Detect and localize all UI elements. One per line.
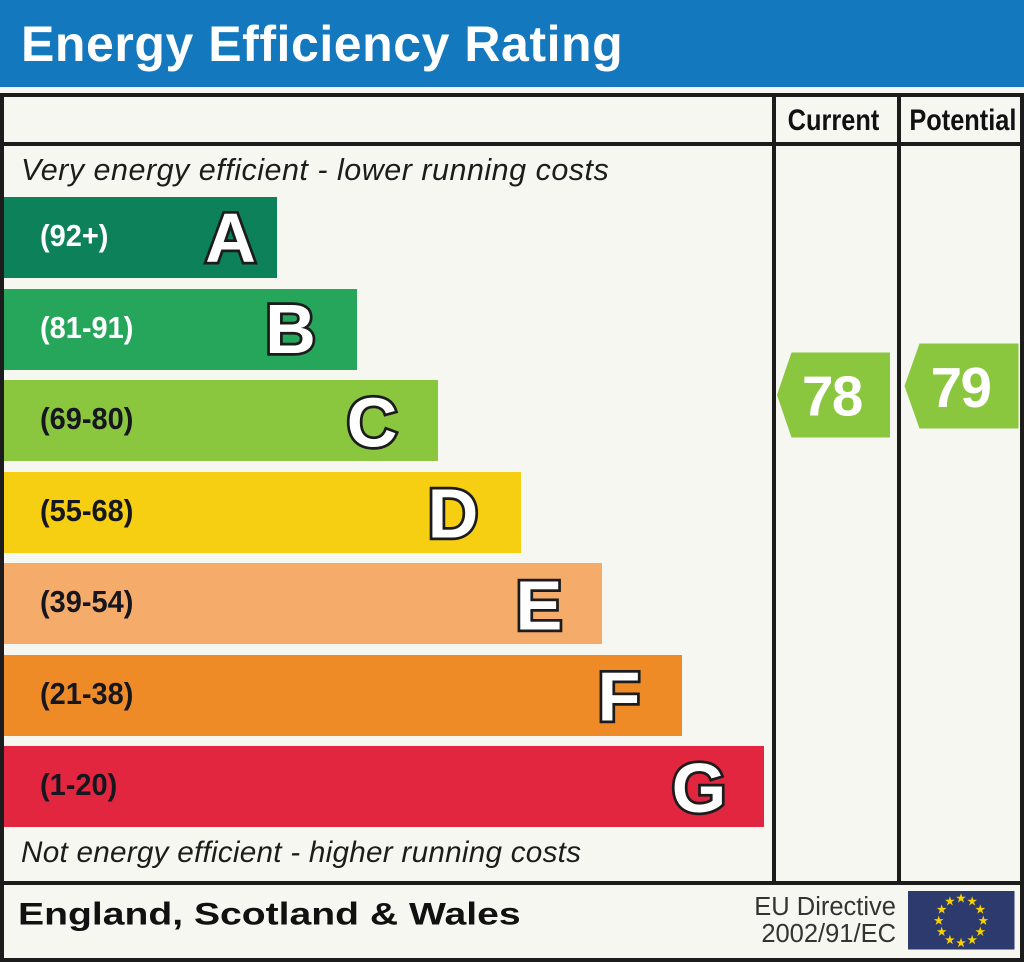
svg-text:79: 79 bbox=[931, 356, 991, 419]
svg-text:A: A bbox=[205, 199, 256, 277]
svg-text:F: F bbox=[598, 658, 641, 736]
svg-text:B: B bbox=[265, 290, 316, 368]
svg-text:E: E bbox=[516, 567, 563, 645]
svg-text:C: C bbox=[347, 384, 398, 462]
svg-text:78: 78 bbox=[802, 365, 862, 428]
svg-text:D: D bbox=[428, 475, 479, 553]
svg-text:G: G bbox=[672, 749, 726, 827]
